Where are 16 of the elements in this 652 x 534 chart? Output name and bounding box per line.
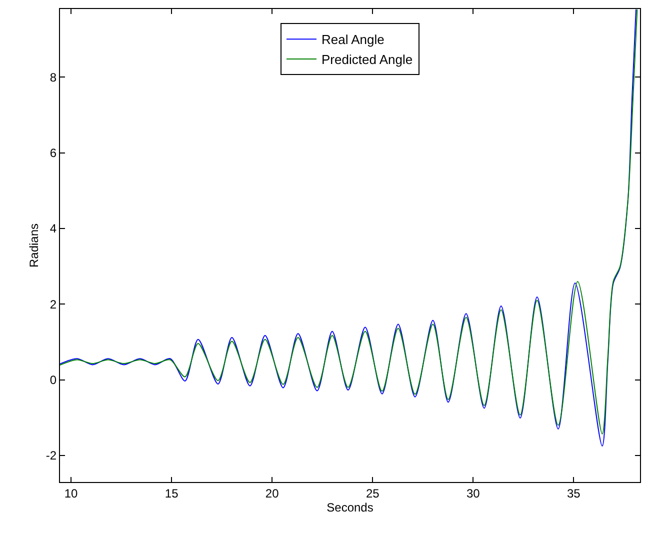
y-axis-title: Radians — [27, 223, 42, 268]
legend-label: Real Angle — [322, 32, 384, 48]
y-tick-label: -2 — [46, 448, 57, 463]
y-tick-label: 6 — [50, 146, 57, 160]
legend-label: Predicted Angle — [322, 52, 413, 68]
y-tick-label: 8 — [50, 70, 57, 84]
x-axis-title: Seconds — [326, 500, 374, 514]
x-tick-label: 20 — [265, 486, 280, 500]
x-tick-label: 35 — [566, 486, 581, 500]
x-tick-label: 15 — [164, 486, 179, 500]
y-tick-label: 0 — [50, 373, 57, 388]
y-tick-label: 4 — [50, 222, 57, 236]
x-tick-label: 25 — [366, 486, 380, 500]
x-tick-label: 10 — [64, 486, 78, 500]
x-tick-label: 30 — [466, 486, 480, 500]
y-tick-label: 2 — [50, 297, 57, 312]
